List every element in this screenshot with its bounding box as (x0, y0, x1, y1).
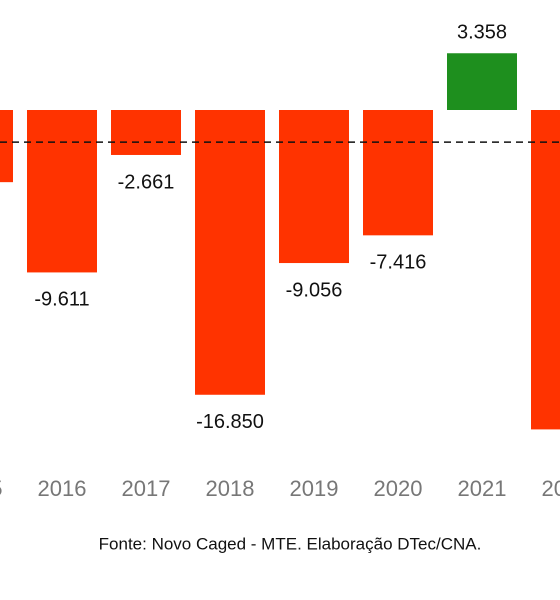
bar (111, 110, 181, 155)
x-tick-label: 2021 (458, 476, 507, 501)
x-tick-label: 2015 (0, 476, 2, 501)
x-tick-label: 2017 (122, 476, 171, 501)
x-tick-label: 2016 (38, 476, 87, 501)
bar (279, 110, 349, 264)
bar (447, 53, 517, 110)
x-tick-label: 2020 (374, 476, 423, 501)
value-label: -16.850 (196, 411, 264, 433)
bar (531, 110, 560, 430)
bar (0, 110, 13, 183)
value-label: -7.416 (370, 252, 427, 274)
source-note: Fonte: Novo Caged - MTE. Elaboração DTec… (99, 534, 482, 553)
value-label: -2.661 (118, 171, 175, 193)
bar (363, 110, 433, 236)
value-label: 3.358 (457, 22, 507, 44)
value-label: -9.056 (286, 279, 343, 301)
x-tick-label: 2019 (290, 476, 339, 501)
value-label: -9.611 (34, 289, 89, 311)
bar (195, 110, 265, 395)
x-tick-label: 2022 (542, 476, 560, 501)
bar (27, 110, 97, 273)
x-tick-label: 2018 (206, 476, 255, 501)
